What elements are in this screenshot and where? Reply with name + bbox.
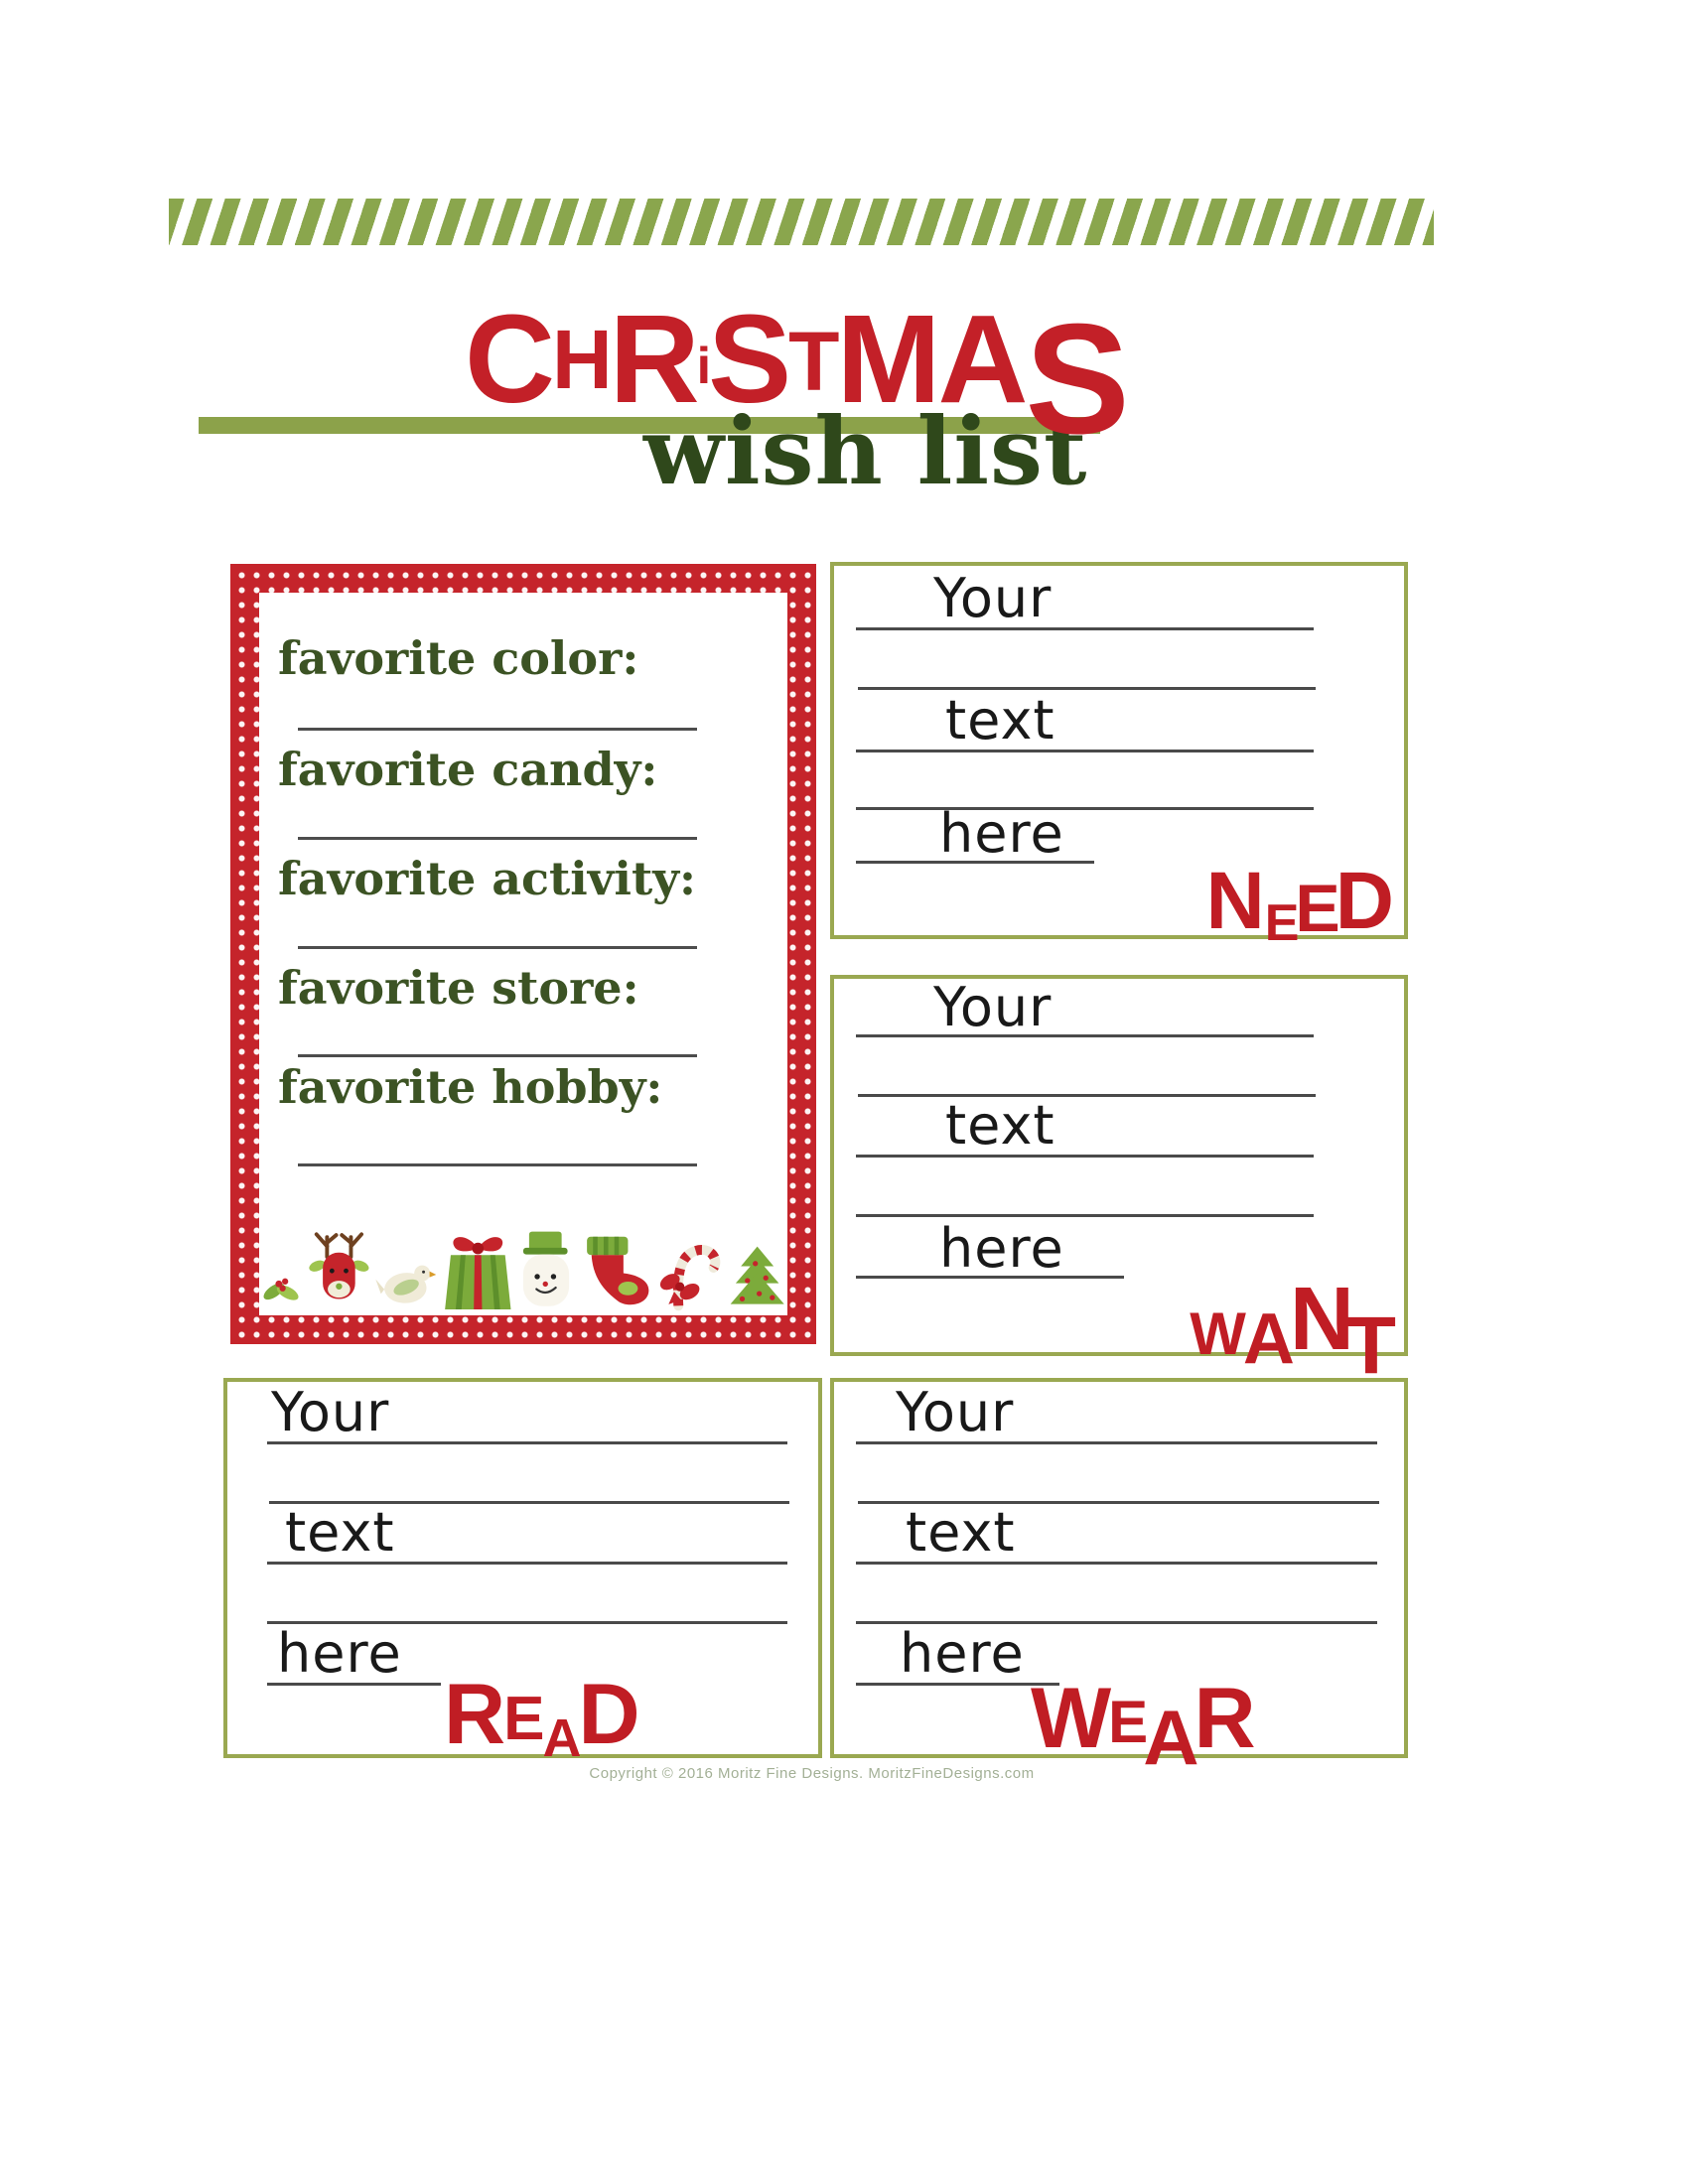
favorite-color-label: favorite color: — [278, 631, 639, 685]
favorite-hobby-label: favorite hobby: — [278, 1060, 663, 1114]
title-letter: R — [609, 289, 700, 430]
favorite-candy-label: favorite candy: — [278, 743, 658, 796]
writing-line — [298, 1054, 697, 1057]
christmas-clipart-row — [260, 1197, 786, 1314]
wear-stamp: W E A R — [1031, 1670, 1256, 1775]
favorites-box: favorite color: favorite candy: favorite… — [230, 564, 816, 1344]
writing-line — [856, 1276, 1124, 1279]
dove-icon — [375, 1265, 437, 1303]
writing-line — [856, 1155, 1314, 1158]
stamp-letter: W — [1031, 1670, 1112, 1766]
writing-line — [856, 627, 1314, 630]
writing-line — [267, 1683, 441, 1686]
writing-line — [856, 1621, 1377, 1624]
favorite-activity-label: favorite activity: — [278, 852, 696, 905]
gift-icon — [444, 1237, 511, 1309]
writing-line — [856, 1683, 1059, 1686]
snowman-icon — [523, 1231, 570, 1306]
title-letter: C — [465, 289, 555, 430]
writing-line — [298, 946, 697, 949]
writing-line — [856, 1214, 1314, 1217]
title-letter: A — [937, 289, 1028, 430]
reindeer-icon — [309, 1232, 369, 1299]
candy-cane-icon — [659, 1245, 721, 1311]
placeholder-word: text — [906, 1501, 1016, 1564]
placeholder-word: here — [939, 802, 1064, 865]
writing-line — [856, 1562, 1377, 1565]
holly-icon — [263, 1278, 299, 1300]
writing-line — [856, 750, 1314, 752]
writing-line — [298, 1163, 697, 1166]
stamp-letter: R — [444, 1666, 506, 1762]
stamp-letter: N — [1289, 1269, 1354, 1369]
need-box: Your text here N E E D — [830, 562, 1408, 949]
wear-box: Your text here W E A R — [830, 1378, 1408, 1775]
page-title: C H R i S T M A S — [465, 289, 1130, 458]
title-letter: i — [696, 337, 712, 395]
placeholder-word: Your — [271, 1381, 390, 1443]
writing-line — [858, 1501, 1379, 1504]
favorite-store-label: favorite store: — [278, 961, 639, 1015]
title-letter: H — [552, 312, 613, 406]
want-stamp: W A N T — [1190, 1269, 1396, 1386]
stamp-letter: W — [1190, 1300, 1246, 1367]
stamp-letter: D — [578, 1666, 640, 1762]
placeholder-word: text — [285, 1501, 395, 1564]
writing-line — [267, 1562, 787, 1565]
title-letter: M — [836, 289, 940, 430]
placeholder-word: here — [277, 1622, 402, 1685]
favorites-box-inner — [259, 593, 787, 1315]
stamp-letter: R — [1194, 1670, 1256, 1766]
title-letter: S — [1025, 292, 1129, 468]
title-underline-bar — [199, 417, 1100, 434]
placeholder-word: Your — [896, 1381, 1015, 1443]
placeholder-word: text — [945, 689, 1055, 751]
placeholder-word: Your — [933, 567, 1053, 629]
writing-line — [298, 837, 697, 840]
writing-line — [858, 687, 1316, 690]
stamp-letter: N — [1205, 855, 1265, 946]
read-stamp: R E A D — [444, 1666, 640, 1764]
want-box: Your text here W A N T — [830, 975, 1408, 1386]
diagonal-stripe-banner — [169, 199, 1434, 245]
writing-line — [856, 861, 1094, 864]
writing-line — [298, 728, 697, 731]
writing-line — [858, 1094, 1316, 1097]
stamp-letter: A — [1143, 1693, 1199, 1781]
stamp-letter: E — [503, 1684, 545, 1753]
copyright-text: Copyright © 2016 Moritz Fine Designs. Mo… — [589, 1765, 1035, 1782]
writing-line — [269, 1501, 789, 1504]
writing-line — [267, 1441, 787, 1444]
writing-line — [267, 1621, 787, 1624]
title-letter: S — [708, 289, 791, 430]
placeholder-word: here — [900, 1622, 1025, 1685]
title-letter: T — [788, 314, 839, 408]
stamp-letter: A — [1242, 1299, 1295, 1379]
stamp-letter: E — [1295, 871, 1340, 946]
writing-line — [856, 1441, 1377, 1444]
page-subtitle: wish list — [643, 397, 1088, 506]
need-stamp: N E E D — [1205, 855, 1394, 949]
read-box: Your text here R E A D — [223, 1378, 822, 1764]
placeholder-word: text — [945, 1094, 1055, 1157]
stamp-letter: T — [1345, 1299, 1396, 1391]
placeholder-word: here — [939, 1217, 1064, 1280]
stocking-icon — [587, 1236, 649, 1305]
stamp-letter: D — [1335, 855, 1394, 946]
stamp-letter: E — [1108, 1689, 1149, 1755]
stamp-letter: A — [542, 1707, 582, 1768]
christmas-tree-icon — [730, 1246, 784, 1304]
writing-line — [856, 1034, 1314, 1037]
placeholder-word: Your — [933, 976, 1053, 1038]
writing-line — [856, 807, 1314, 810]
stamp-letter: E — [1264, 894, 1300, 952]
